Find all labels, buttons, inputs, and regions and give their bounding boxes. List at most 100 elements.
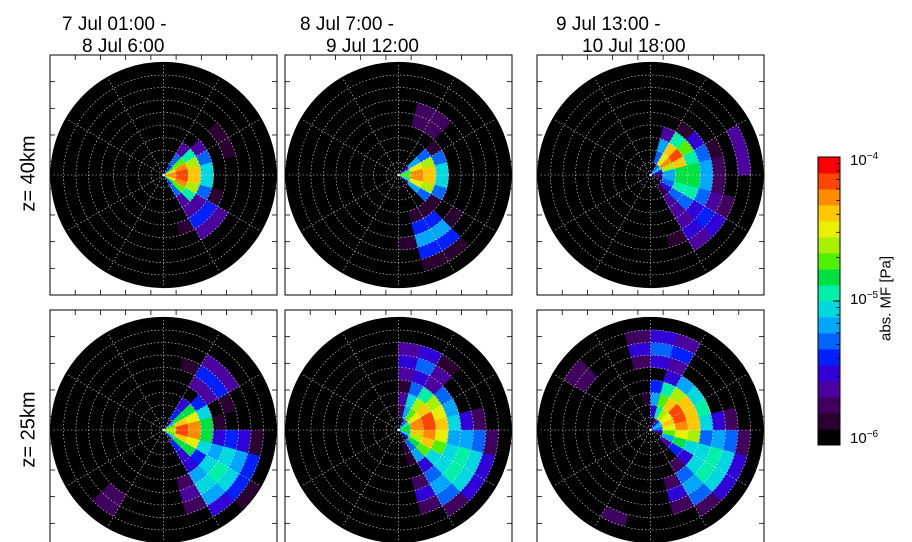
- grid-spoke: [163, 429, 262, 487]
- grid-ring: [612, 137, 689, 213]
- grid-ring: [335, 367, 462, 493]
- grid-spoke: [106, 174, 164, 273]
- polar-outline: [285, 316, 512, 542]
- colorbar: [817, 156, 841, 446]
- grid-spoke: [398, 332, 456, 431]
- grid-spoke: [552, 429, 651, 487]
- grid-ring: [335, 112, 462, 238]
- colorbar-tick-top-base: 10: [850, 152, 867, 169]
- grid-ring: [150, 417, 177, 443]
- grid-spoke: [650, 332, 708, 431]
- row-label-2: z= 25km: [17, 391, 40, 468]
- colorbar-tick-mid-base: 10: [850, 291, 867, 308]
- colorbar-swatch: [818, 269, 840, 286]
- polar-panel-5: [284, 309, 513, 542]
- polar-panel-3: [536, 54, 765, 296]
- polar-panel-4: [49, 309, 278, 542]
- colorbar-swatch: [818, 301, 840, 318]
- colorbar-tick-top-exp: −4: [866, 151, 879, 162]
- column-title-3-line1: 9 Jul 13:00 -: [556, 14, 661, 35]
- grid-ring: [298, 329, 499, 531]
- grid-spoke: [398, 174, 456, 273]
- polar-cell: [200, 353, 226, 378]
- polar-cell: [710, 174, 726, 195]
- polar-outline: [537, 61, 764, 289]
- grid-spoke: [106, 77, 164, 176]
- polar-outline: [50, 316, 277, 542]
- colorbar-swatch: [818, 221, 840, 238]
- grid-spoke: [163, 174, 221, 273]
- grid-ring: [612, 392, 689, 468]
- colorbar-tick-bottom: 10−6: [850, 429, 878, 447]
- grid-spoke: [650, 429, 749, 487]
- polar-cell: [398, 354, 419, 370]
- grid-spoke: [341, 332, 399, 431]
- grid-spoke: [552, 373, 651, 431]
- grid-spoke: [650, 77, 708, 176]
- colorbar-swatch: [818, 205, 840, 222]
- polar-cell: [223, 429, 239, 450]
- grid-ring: [550, 74, 751, 276]
- grid-spoke: [398, 429, 456, 528]
- grid-spoke: [341, 77, 399, 176]
- colorbar-title: abs. MF [Pa]: [877, 255, 895, 342]
- column-title-2-line1: 8 Jul 7:00 -: [300, 14, 394, 35]
- polar-cell: [650, 354, 671, 370]
- colorbar-swatch: [818, 365, 840, 382]
- grid-spoke: [650, 429, 708, 528]
- colorbar-swatch: [818, 157, 840, 174]
- grid-ring: [637, 162, 664, 188]
- grid-spoke: [300, 429, 399, 487]
- grid-spoke: [163, 77, 221, 176]
- grid-spoke: [593, 77, 651, 176]
- colorbar-swatch: [818, 173, 840, 190]
- column-title-3: 9 Jul 13:00 - 10 Jul 18:00: [556, 14, 686, 58]
- grid-spoke: [65, 429, 164, 487]
- grid-spoke: [163, 332, 221, 431]
- polar-cell: [710, 429, 726, 450]
- polar-panel-2: [284, 54, 513, 296]
- grid-ring: [298, 74, 499, 276]
- grid-spoke: [398, 429, 497, 487]
- column-title-1: 7 Jul 01:00 - 8 Jul 6:00: [62, 14, 167, 58]
- grid-spoke: [593, 429, 651, 528]
- column-title-2-line2: 9 Jul 12:00: [326, 36, 419, 57]
- colorbar-tick-mid: 10−5: [850, 290, 878, 308]
- colorbar-swatch: [818, 429, 840, 446]
- grid-ring: [125, 392, 202, 468]
- colorbar-swatch: [818, 317, 840, 334]
- grid-ring: [587, 112, 714, 238]
- polar-outline: [50, 61, 277, 289]
- grid-ring: [360, 137, 437, 213]
- polar-outline: [285, 61, 512, 289]
- grid-ring: [385, 417, 412, 443]
- colorbar-tick-bottom-base: 10: [850, 430, 867, 447]
- column-title-2: 8 Jul 7:00 - 9 Jul 12:00: [300, 14, 419, 58]
- colorbar-swatch: [818, 253, 840, 270]
- colorbar-swatch: [818, 413, 840, 430]
- grid-ring: [150, 162, 177, 188]
- polar-cell: [458, 429, 474, 450]
- grid-ring: [100, 112, 227, 238]
- grid-spoke: [65, 118, 164, 176]
- polar-panel-6: [536, 309, 765, 542]
- grid-ring: [125, 137, 202, 213]
- grid-ring: [587, 367, 714, 493]
- grid-spoke: [398, 77, 456, 176]
- grid-spoke: [106, 429, 164, 528]
- column-title-1-line2: 8 Jul 6:00: [82, 36, 165, 57]
- colorbar-swatch: [818, 381, 840, 398]
- grid-spoke: [65, 373, 164, 431]
- grid-spoke: [593, 332, 651, 431]
- grid-spoke: [163, 118, 262, 176]
- grid-spoke: [163, 174, 262, 232]
- grid-spoke: [300, 373, 399, 431]
- grid-ring: [550, 329, 751, 531]
- column-title-3-line2: 10 Jul 18:00: [582, 36, 686, 57]
- grid-spoke: [106, 332, 164, 431]
- grid-spoke: [300, 174, 399, 232]
- grid-spoke: [552, 174, 651, 232]
- grid-ring: [385, 162, 412, 188]
